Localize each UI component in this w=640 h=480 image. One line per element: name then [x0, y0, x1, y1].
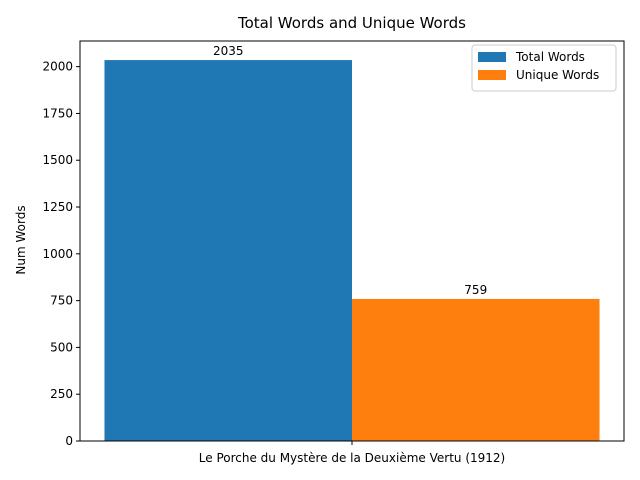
y-tick-label: 750 [50, 294, 73, 308]
y-tick-label: 500 [50, 340, 73, 354]
plot-area: 0 250 500 750 1000 1250 1500 1750 2000 2035 759 Le … [42, 44, 600, 465]
legend-swatch [478, 52, 506, 62]
y-tick-label: 2000 [42, 60, 73, 74]
y-tick-label: 0 [65, 434, 73, 448]
bar [104, 60, 352, 441]
chart-title: Total Words and Unique Words [237, 14, 466, 32]
legend: Total Words Unique Words [471, 44, 617, 92]
bar-value-label: 2035 [213, 44, 244, 58]
y-axis-label: Num Words [14, 205, 28, 274]
y-tick-label: 250 [50, 387, 73, 401]
legend-label: Unique Words [516, 68, 599, 82]
plot-frame [79, 40, 625, 442]
y-tick-label: 1500 [42, 153, 73, 167]
y-tick-label: 1250 [42, 200, 73, 214]
legend-swatch [478, 70, 506, 80]
y-tick-label: 1000 [42, 247, 73, 261]
legend-label: Total Words [515, 50, 585, 64]
bar-value-label: 759 [464, 283, 487, 297]
y-tick-label: 1750 [42, 106, 73, 120]
legend-frame [471, 44, 617, 92]
x-tick-label: Le Porche du Mystère de la Deuxième Vert… [199, 451, 505, 465]
bar [352, 298, 600, 441]
